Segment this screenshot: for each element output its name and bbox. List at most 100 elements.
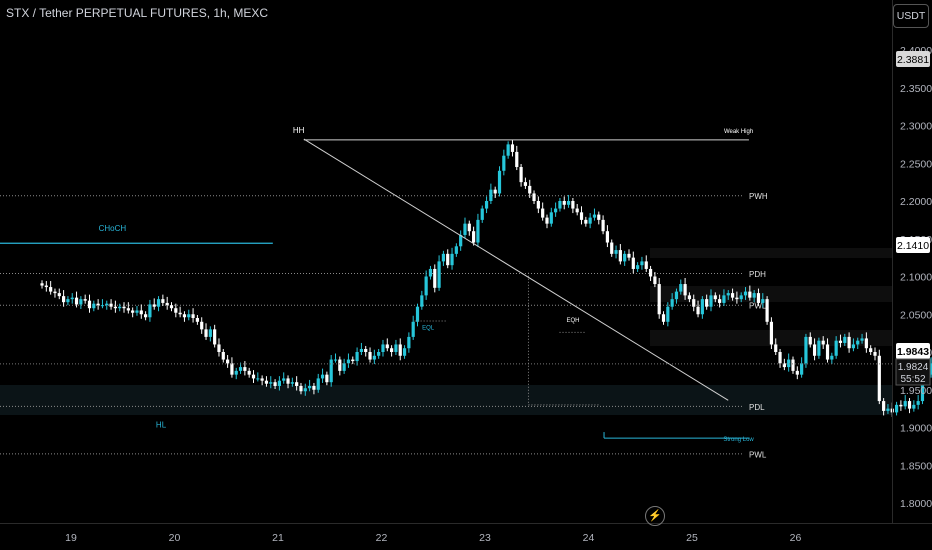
candle <box>869 345 873 356</box>
candle-body <box>696 306 700 315</box>
candle <box>338 356 342 376</box>
candle-body <box>368 352 372 360</box>
candle <box>631 251 635 274</box>
candle-body <box>523 182 528 186</box>
candle-body <box>312 385 316 390</box>
candle-body <box>804 336 808 364</box>
candle-body <box>795 370 799 375</box>
candle-body <box>342 363 346 371</box>
candle-body <box>230 363 234 375</box>
candle <box>329 355 333 387</box>
candle-body <box>420 295 424 307</box>
candle <box>812 338 817 361</box>
candle-body <box>53 291 57 294</box>
candle <box>234 367 238 380</box>
candle <box>251 370 256 383</box>
candle <box>877 349 881 405</box>
svg-text:1.9824: 1.9824 <box>898 362 929 373</box>
candle <box>402 345 407 359</box>
candle-body <box>497 170 502 194</box>
candle-body <box>549 212 553 224</box>
candle-body <box>338 359 342 371</box>
candle <box>800 357 804 378</box>
candle <box>640 256 644 270</box>
candle <box>730 288 735 301</box>
candle-body <box>743 291 748 296</box>
candle-body <box>200 321 204 330</box>
candle-body <box>812 344 817 356</box>
candle <box>148 299 152 322</box>
candle <box>355 347 359 366</box>
candle-body <box>851 344 856 349</box>
candle <box>515 145 519 171</box>
candle-body <box>61 296 66 303</box>
candle <box>545 214 549 229</box>
candle <box>579 206 584 225</box>
price-tag-top: 2.3881 <box>896 51 930 67</box>
candle-body <box>752 293 756 298</box>
candle <box>208 326 212 342</box>
candle-body <box>843 336 847 343</box>
chart-title: STX / Tether PERPETUAL FUTURES, 1h, MEXC <box>6 6 269 20</box>
candle <box>66 296 70 306</box>
candle <box>657 278 661 319</box>
candle <box>648 265 653 282</box>
candle-body <box>484 201 489 209</box>
candle-body <box>506 144 510 156</box>
candle-body <box>825 344 830 360</box>
candle-body <box>79 299 83 305</box>
candle-body <box>394 344 398 352</box>
candle <box>187 309 191 321</box>
candle <box>83 294 87 304</box>
candle <box>851 338 856 352</box>
candle-body <box>748 291 752 298</box>
candle <box>122 302 126 313</box>
candle <box>739 292 743 303</box>
candle-body <box>644 261 648 269</box>
candle <box>53 288 57 298</box>
candle-body <box>584 219 588 224</box>
candle <box>221 348 225 363</box>
candle-body <box>558 201 562 209</box>
price-tag-current: 1.9843 <box>896 343 930 359</box>
lightning-icon[interactable]: ⚡ <box>645 506 665 526</box>
candle-body <box>316 378 320 390</box>
candle-body <box>532 193 536 201</box>
candle <box>674 288 679 304</box>
candle-body <box>187 314 191 318</box>
candle <box>174 303 178 318</box>
candle <box>113 300 117 313</box>
candle <box>787 353 791 372</box>
candle <box>528 179 532 198</box>
candle <box>195 315 199 325</box>
candle <box>554 202 558 217</box>
candle <box>217 338 221 357</box>
candle <box>519 164 523 187</box>
candle-body <box>178 312 182 315</box>
candle <box>838 334 843 348</box>
candle <box>282 372 286 384</box>
candle <box>182 311 187 322</box>
candle <box>873 347 877 361</box>
candle <box>144 311 148 321</box>
currency-button[interactable]: USDT <box>893 4 929 28</box>
candle <box>722 289 726 306</box>
candle <box>860 333 864 344</box>
candle <box>200 317 204 334</box>
candle <box>864 332 868 353</box>
candle <box>260 375 264 386</box>
candle-body <box>40 283 44 286</box>
svg-text:2.1410: 2.1410 <box>897 240 929 252</box>
candle <box>433 264 437 293</box>
candle <box>825 338 830 363</box>
candle-body <box>648 268 653 277</box>
candle <box>390 345 394 357</box>
candle-body <box>87 300 92 309</box>
candle <box>61 290 66 307</box>
x-tick-label: 26 <box>790 532 802 544</box>
y-tick-label: 2.3500 <box>900 83 932 95</box>
candle-body <box>407 336 411 349</box>
candle-body <box>182 314 187 318</box>
label-eqh: EQH <box>566 318 579 324</box>
